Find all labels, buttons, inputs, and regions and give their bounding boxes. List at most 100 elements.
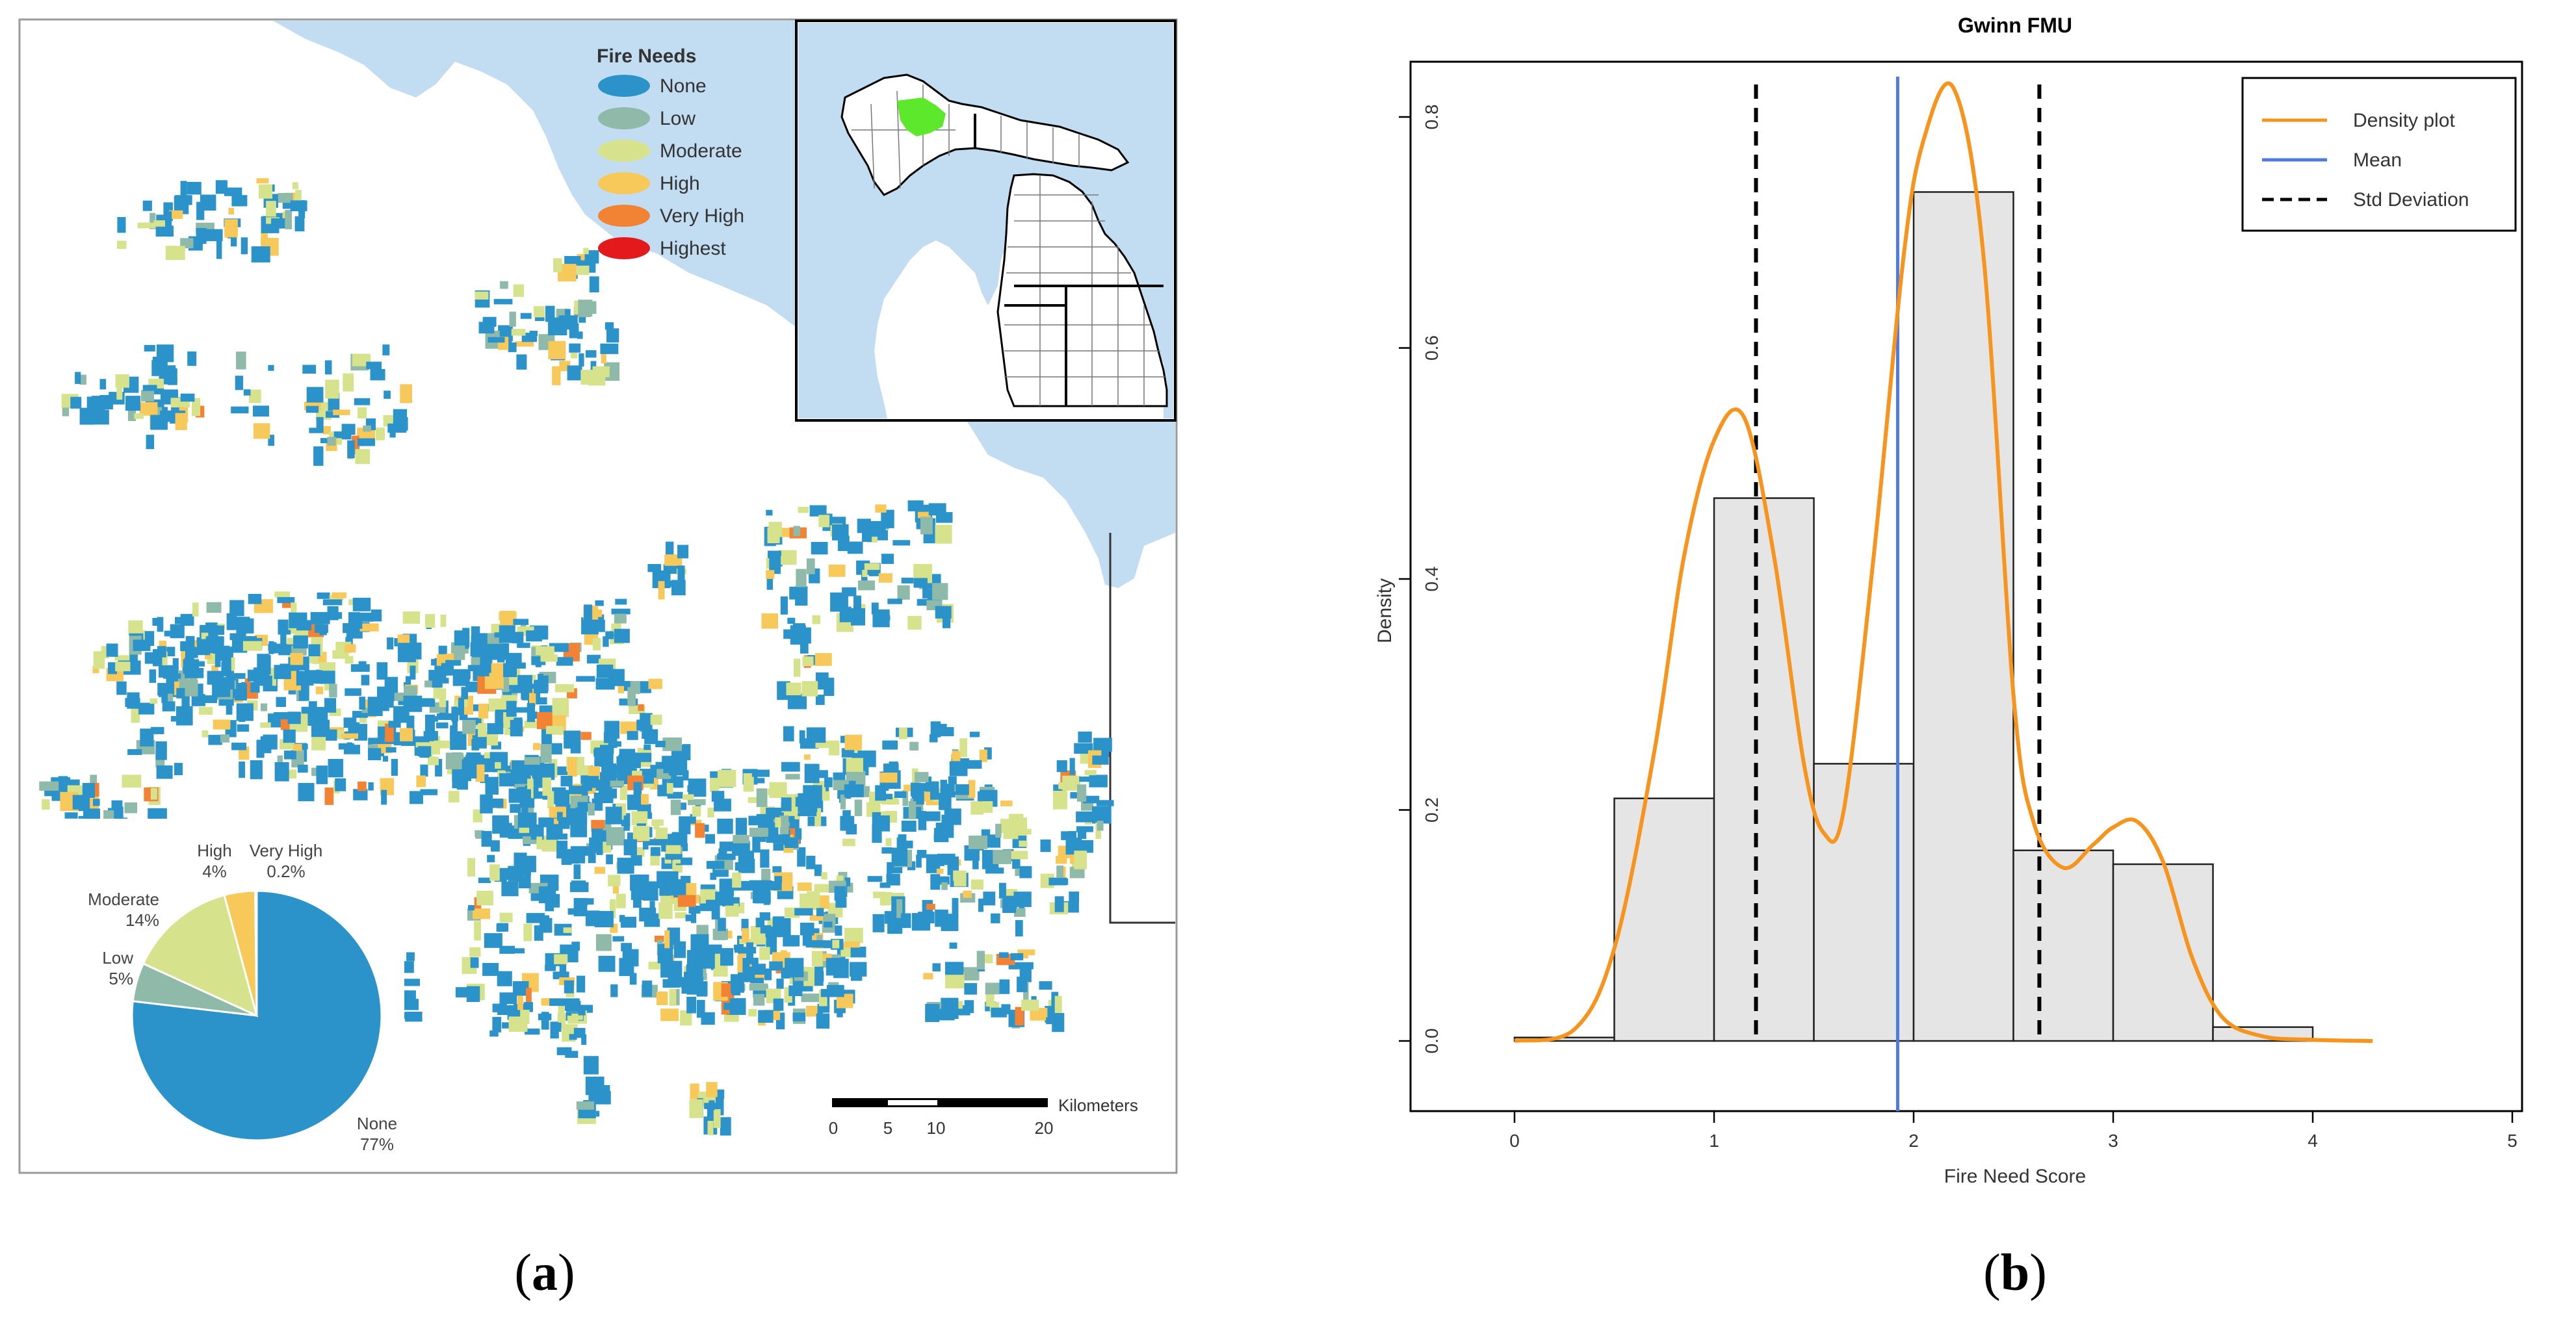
- raster-cell: [475, 291, 489, 300]
- raster-cell: [99, 379, 107, 390]
- raster-cell: [797, 847, 806, 867]
- raster-cell: [670, 960, 683, 980]
- raster-cell: [959, 738, 968, 758]
- raster-cell: [952, 784, 969, 795]
- raster-cell: [547, 817, 554, 830]
- raster-cell: [363, 425, 371, 432]
- raster-cell: [940, 727, 954, 737]
- raster-cell: [650, 714, 662, 725]
- raster-cell: [929, 734, 938, 743]
- inset-county-line: [870, 103, 875, 189]
- raster-cell: [298, 782, 315, 802]
- raster-cell: [666, 783, 673, 794]
- raster-cell: [410, 665, 416, 680]
- raster-cell: [658, 581, 665, 600]
- raster-cell: [467, 665, 482, 671]
- raster-cell: [842, 810, 851, 817]
- raster-cell: [287, 637, 294, 647]
- raster-cell: [619, 749, 635, 763]
- raster-cell: [821, 872, 827, 880]
- raster-cell: [273, 712, 288, 719]
- raster-cell: [316, 765, 328, 784]
- scalebar-unit: Kilometers: [1058, 1096, 1138, 1115]
- raster-cell: [569, 343, 581, 353]
- raster-cell: [532, 765, 550, 778]
- pie-slice: [131, 890, 383, 1142]
- raster-cell: [763, 886, 770, 905]
- raster-cell: [584, 604, 593, 623]
- raster-cell: [156, 765, 173, 779]
- raster-cell: [337, 730, 345, 739]
- raster-cell: [772, 866, 782, 873]
- raster-cell: [534, 306, 545, 318]
- raster-cell: [415, 742, 430, 748]
- raster-cell: [470, 957, 479, 968]
- raster-cell: [290, 200, 307, 212]
- raster-cell: [766, 509, 773, 516]
- raster-cell: [776, 979, 784, 989]
- raster-cell: [473, 908, 490, 919]
- raster-cell: [220, 734, 229, 743]
- raster-cell: [807, 558, 815, 574]
- raster-cell: [720, 1117, 731, 1136]
- raster-cell: [185, 647, 198, 658]
- raster-cell: [512, 662, 526, 669]
- raster-cell: [192, 602, 199, 617]
- raster-cell: [526, 988, 532, 1007]
- raster-cell: [202, 730, 209, 737]
- raster-cell: [881, 799, 900, 805]
- raster-cell: [805, 940, 824, 948]
- raster-cell: [124, 802, 137, 814]
- raster-cell: [381, 789, 387, 805]
- raster-cell: [576, 975, 586, 993]
- raster-cell: [500, 611, 516, 628]
- raster-cell: [152, 618, 163, 626]
- raster-cell: [1097, 821, 1104, 831]
- x-tick-label: 3: [2108, 1131, 2118, 1151]
- raster-cell: [285, 210, 293, 229]
- scalebar: Kilometers 0 5 10 20: [829, 1096, 1138, 1138]
- raster-cell: [287, 712, 301, 725]
- raster-cell: [677, 895, 696, 907]
- raster-cell: [786, 682, 801, 695]
- raster-cell: [146, 435, 155, 450]
- raster-cell: [600, 343, 619, 354]
- raster-cell: [718, 917, 726, 931]
- raster-cell: [917, 598, 931, 606]
- raster-cell: [1062, 775, 1081, 791]
- raster-cell: [352, 353, 371, 366]
- raster-cell: [653, 819, 660, 830]
- raster-cell: [723, 1003, 733, 1010]
- raster-cell: [237, 724, 250, 732]
- raster-cell: [692, 806, 701, 817]
- raster-cell: [163, 211, 172, 227]
- raster-cell: [141, 390, 154, 402]
- raster-cell: [168, 210, 183, 219]
- raster-cell: [133, 639, 151, 651]
- raster-cell: [302, 365, 317, 374]
- raster-cell: [282, 602, 293, 608]
- raster-cell: [586, 654, 601, 664]
- raster-cell: [150, 415, 168, 430]
- raster-cell: [382, 344, 390, 355]
- raster-cell: [795, 586, 808, 606]
- raster-cell: [508, 1016, 528, 1032]
- raster-cell: [560, 817, 566, 828]
- raster-cell: [311, 719, 330, 737]
- raster-cell: [203, 695, 217, 703]
- raster-cell: [641, 793, 649, 805]
- raster-cell: [170, 624, 185, 639]
- x-tick-label: 5: [2507, 1131, 2517, 1151]
- raster-cell: [319, 662, 335, 671]
- raster-cell: [445, 660, 462, 666]
- raster-cell: [840, 794, 846, 810]
- raster-cell: [774, 876, 783, 883]
- raster-cell: [976, 951, 985, 969]
- raster-cell: [798, 507, 809, 513]
- raster-cell: [229, 633, 246, 641]
- raster-cell: [79, 407, 95, 425]
- raster-cell: [400, 728, 413, 741]
- raster-cell: [1030, 1008, 1048, 1021]
- raster-cell: [889, 762, 898, 767]
